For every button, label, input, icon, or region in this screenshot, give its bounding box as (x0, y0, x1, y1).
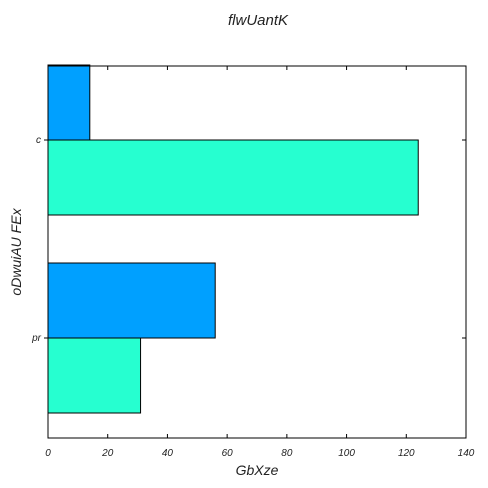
bar-pr-series-1 (48, 263, 215, 338)
bars-group (48, 65, 418, 413)
x-tick-label-120: 120 (398, 448, 415, 459)
y-axis-label: oDwuiAU FEx (8, 207, 24, 295)
x-tick-label-0: 0 (45, 448, 51, 459)
x-tick-label-40: 40 (162, 448, 174, 459)
chart-title: flwUantK (228, 12, 289, 29)
bar-c-series-2 (48, 140, 418, 215)
x-tick-label-60: 60 (222, 448, 234, 459)
bar-c-series-1 (48, 65, 90, 140)
x-tick-label-140: 140 (458, 448, 475, 459)
y-tick-label-c: c (36, 135, 41, 146)
x-tick-label-80: 80 (281, 448, 293, 459)
x-tick-label-100: 100 (338, 448, 355, 459)
x-axis-label: GbXze (236, 462, 279, 478)
x-tick-label-20: 20 (101, 448, 114, 459)
y-tick-label-pr: pr (31, 333, 42, 344)
bar-pr-series-2 (48, 338, 141, 413)
